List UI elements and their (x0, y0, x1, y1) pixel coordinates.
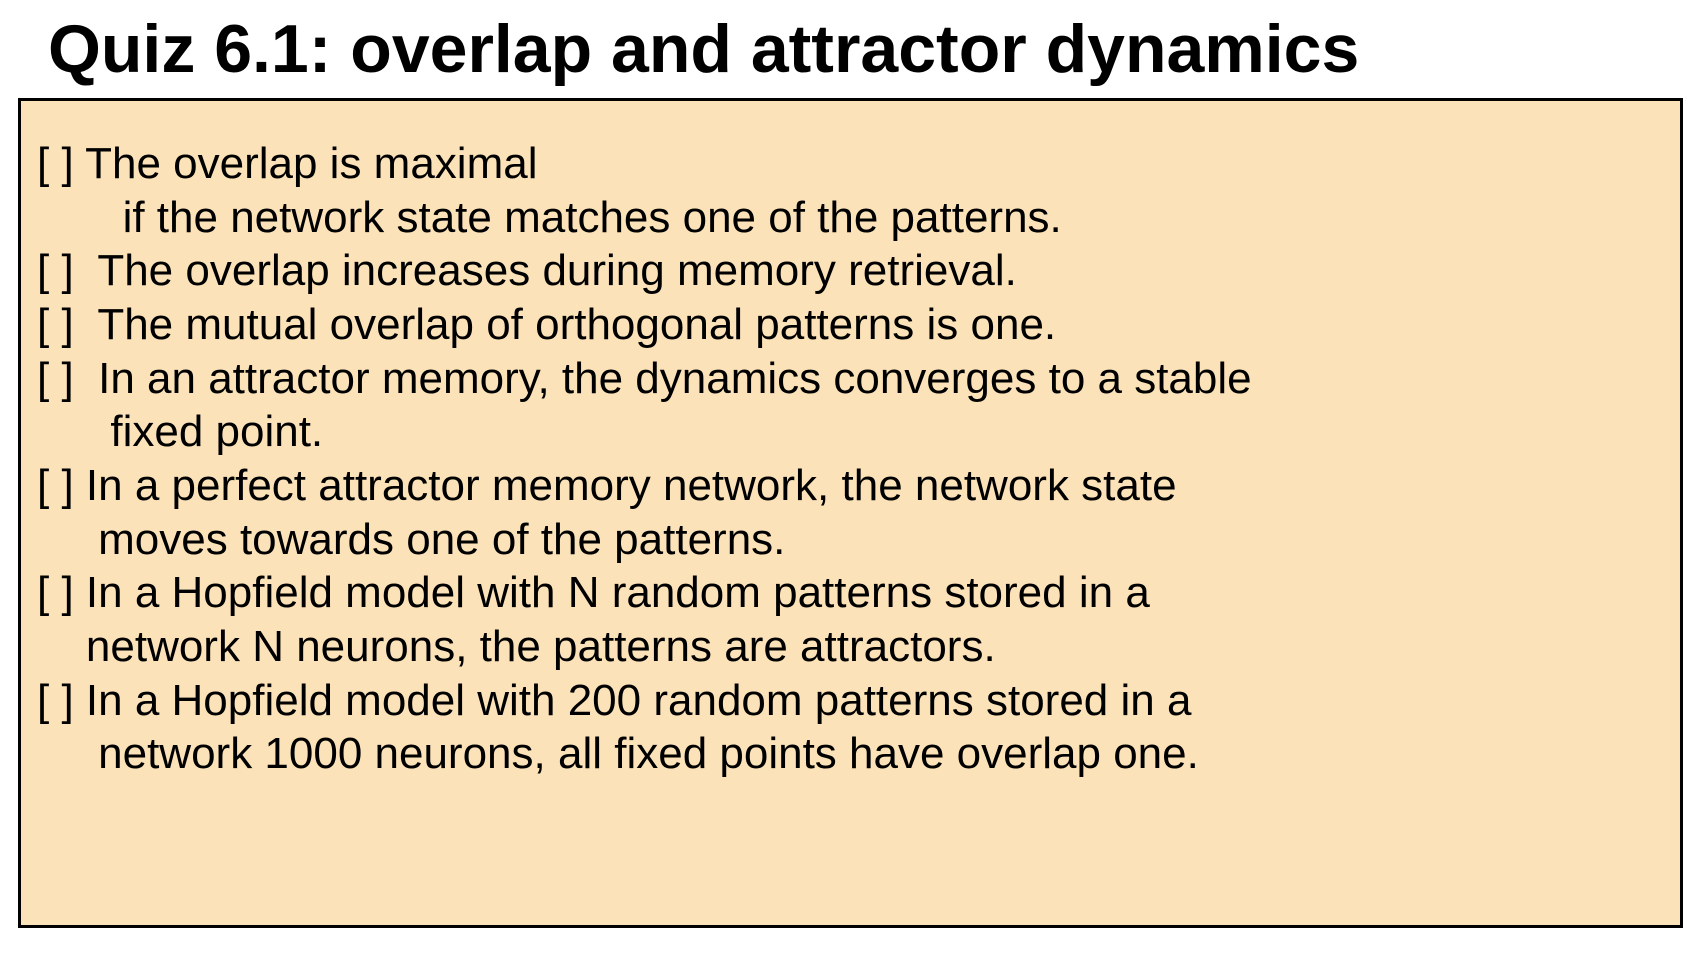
quiz-item: [ ] In a perfect attractor memory networ… (37, 459, 1650, 566)
quiz-item-line: [ ] The mutual overlap of orthogonal pat… (37, 298, 1650, 352)
quiz-item: [ ] In a Hopfield model with N random pa… (37, 566, 1650, 673)
quiz-item-line: [ ] In an attractor memory, the dynamics… (37, 352, 1650, 406)
quiz-item-continuation: fixed point. (37, 405, 1650, 459)
quiz-item-line: [ ] In a Hopfield model with 200 random … (37, 674, 1650, 728)
quiz-item: [ ] In an attractor memory, the dynamics… (37, 352, 1650, 459)
quiz-item: [ ] The mutual overlap of orthogonal pat… (37, 298, 1650, 352)
quiz-item-continuation: moves towards one of the patterns. (37, 513, 1650, 567)
quiz-item-continuation: network N neurons, the patterns are attr… (37, 620, 1650, 674)
quiz-item-line: [ ] The overlap is maximal (37, 137, 1650, 191)
quiz-item-line: [ ] The overlap increases during memory … (37, 244, 1650, 298)
quiz-item-line: [ ] In a perfect attractor memory networ… (37, 459, 1650, 513)
quiz-box: [ ] The overlap is maximal if the networ… (18, 98, 1683, 928)
quiz-item-line: [ ] In a Hopfield model with N random pa… (37, 566, 1650, 620)
quiz-item-continuation: network 1000 neurons, all fixed points h… (37, 727, 1650, 781)
quiz-item: [ ] The overlap is maximal if the networ… (37, 137, 1650, 244)
quiz-item: [ ] The overlap increases during memory … (37, 244, 1650, 298)
quiz-item-continuation: if the network state matches one of the … (37, 191, 1650, 245)
quiz-item: [ ] In a Hopfield model with 200 random … (37, 674, 1650, 781)
quiz-title: Quiz 6.1: overlap and attractor dynamics (0, 0, 1701, 98)
